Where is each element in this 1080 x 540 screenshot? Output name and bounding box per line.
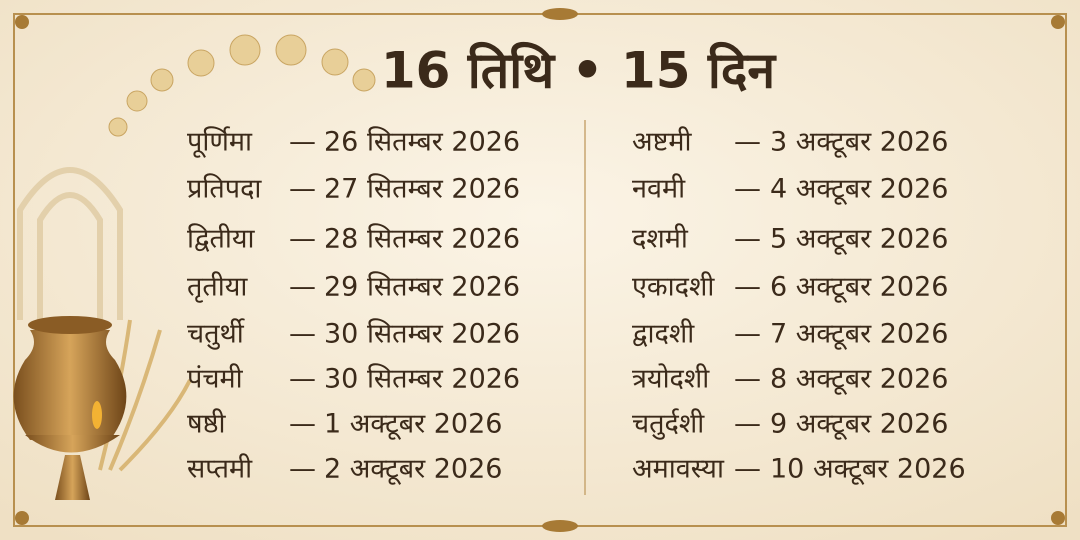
separator: —: [734, 224, 761, 255]
separator: —: [289, 364, 316, 395]
border: [13, 13, 1067, 527]
tithi-date: 28 सितम्बर 2026: [324, 223, 520, 255]
tithi-date: 10 अक्टूबर 2026: [770, 454, 966, 486]
tithi-date: 2 अक्टूबर 2026: [324, 454, 502, 486]
moon-phases: [108, 34, 376, 137]
separator: —: [289, 272, 316, 303]
tithi-name: पंचमी: [187, 363, 244, 395]
separator: —: [289, 409, 316, 440]
tithi-name: सप्तमी: [187, 453, 253, 485]
separator: —: [289, 127, 316, 158]
tithi-date: 3 अक्टूबर 2026: [770, 127, 948, 159]
tithi-name: तृतीया: [187, 271, 248, 304]
separator: —: [289, 224, 316, 255]
separator: —: [734, 409, 761, 440]
tithi-name: प्रतिपदा: [187, 173, 262, 205]
tithi-name: पूर्णिमा: [187, 126, 253, 159]
title: 16 तिथि • 15 दिन: [381, 42, 778, 100]
tithi-name: अष्टमी: [632, 126, 693, 158]
separator: —: [734, 319, 761, 350]
tithi-date: 27 सितम्बर 2026: [324, 173, 520, 205]
tithi-date: 1 अक्टूबर 2026: [324, 409, 502, 441]
tithi-date: 26 सितम्बर 2026: [324, 126, 520, 158]
tithi-name: षष्ठी: [187, 408, 227, 440]
tithi-date: 4 अक्टूबर 2026: [770, 174, 948, 206]
tithi-date: 5 अक्टूबर 2026: [770, 224, 948, 256]
separator: —: [289, 319, 316, 350]
tithi-name: अमावस्या: [632, 454, 725, 485]
tithi-name: चतुर्थी: [187, 318, 246, 351]
separator: —: [289, 174, 316, 205]
separator: —: [734, 364, 761, 395]
tithi-date: 9 अक्टूबर 2026: [770, 409, 948, 441]
tithi-name: एकादशी: [632, 271, 715, 303]
separator: —: [734, 272, 761, 303]
separator: —: [734, 174, 761, 205]
tithi-date: 30 सितम्बर 2026: [324, 363, 520, 395]
tithi-date: 7 अक्टूबर 2026: [770, 319, 948, 351]
tithi-name: नवमी: [632, 173, 686, 205]
arch: [17, 167, 123, 320]
tithi-name: द्वितीया: [187, 223, 256, 255]
corner-ornaments: [15, 8, 1065, 532]
tithi-name: चतुर्दशी: [632, 408, 705, 441]
tithi-date: 8 अक्टूबर 2026: [770, 364, 948, 396]
separator: —: [289, 454, 316, 485]
tithi-date: 30 सितम्बर 2026: [324, 318, 520, 350]
separator: —: [734, 454, 761, 485]
tithi-date: 6 अक्टूबर 2026: [770, 272, 948, 304]
tithi-name: द्वादशी: [632, 318, 695, 350]
diya: [25, 401, 120, 500]
separator: —: [734, 127, 761, 158]
tithi-date: 29 सितम्बर 2026: [324, 271, 520, 303]
tithi-name: त्रयोदशी: [632, 363, 710, 395]
tithi-name: दशमी: [632, 223, 689, 255]
